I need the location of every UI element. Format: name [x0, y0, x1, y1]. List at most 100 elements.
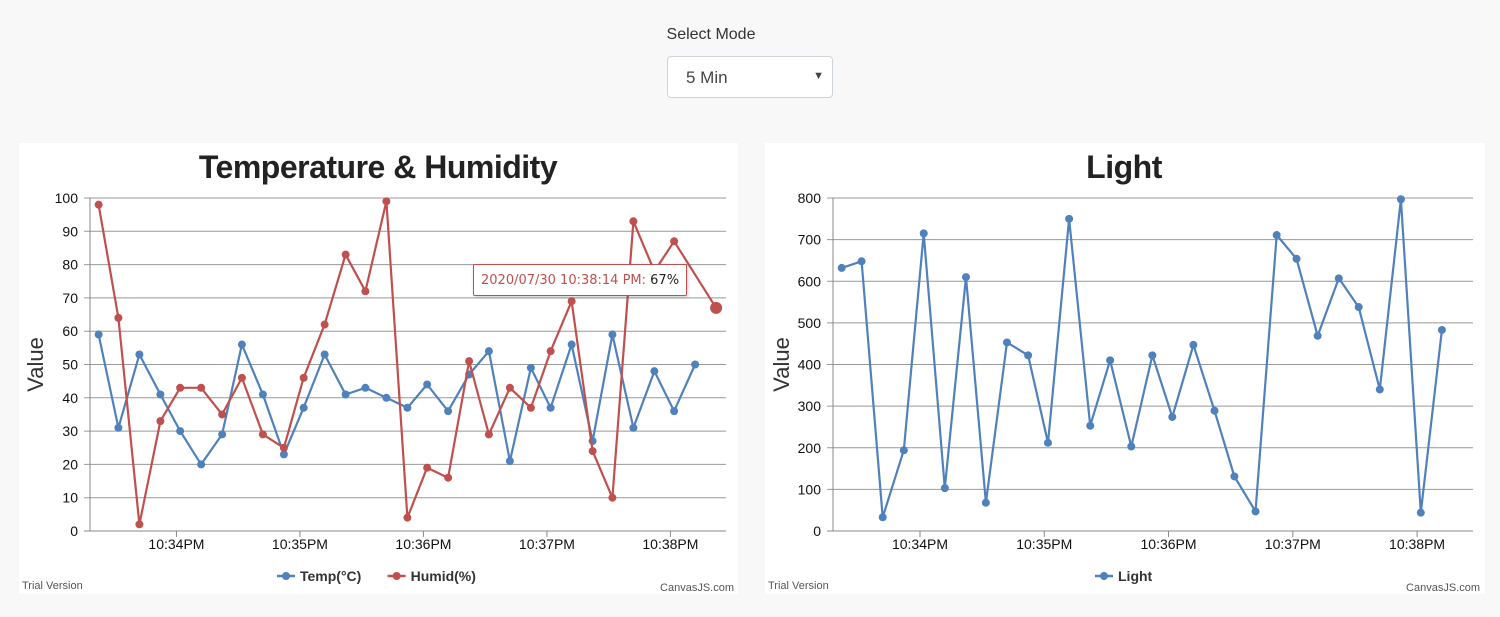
y-tick-label: 40: [62, 390, 78, 406]
data-point: [361, 287, 370, 296]
data-point: [1292, 254, 1301, 263]
data-point: [588, 447, 597, 456]
y-tick-label: 100: [798, 481, 822, 497]
data-point: [444, 473, 453, 482]
data-point: [1396, 195, 1405, 204]
data-point: [423, 380, 432, 389]
x-tick-label: 10:36PM: [1141, 536, 1197, 552]
watermark-text: Trial Version: [22, 580, 83, 592]
data-point: [279, 450, 288, 459]
data-point: [1334, 274, 1343, 283]
x-tick-label: 10:38PM: [642, 536, 698, 552]
y-tick-label: 90: [62, 223, 78, 239]
data-point: [940, 484, 949, 493]
data-point: [1210, 406, 1219, 415]
data-point: [94, 330, 103, 339]
data-point: [382, 197, 391, 206]
data-point: [423, 463, 432, 472]
data-point: [546, 347, 555, 356]
series-line: [97, 200, 718, 526]
data-point: [1127, 442, 1136, 451]
data-point: [299, 373, 308, 382]
data-point: [1168, 412, 1177, 421]
data-point: [156, 417, 165, 426]
data-point: [218, 430, 227, 439]
data-point: [1313, 331, 1322, 340]
data-point: [403, 403, 412, 412]
x-tick-label: 10:35PM: [1016, 536, 1072, 552]
data-point: [176, 427, 185, 436]
mode-select-value: 5 Min: [686, 68, 728, 87]
x-tick-label: 10:34PM: [892, 536, 948, 552]
data-point: [546, 403, 555, 412]
data-point: [361, 383, 370, 392]
data-point: [465, 357, 474, 366]
data-point: [218, 410, 227, 419]
data-point: [279, 443, 288, 452]
mode-select[interactable]: 5 Min ▼: [667, 56, 833, 98]
y-tick-label: 80: [62, 257, 78, 273]
data-point: [899, 446, 908, 455]
data-point: [1024, 351, 1033, 360]
data-point: [484, 347, 493, 356]
data-point: [670, 407, 679, 416]
data-point: [567, 297, 576, 306]
data-point: [961, 273, 970, 282]
y-tick-label: 0: [813, 523, 821, 539]
data-point: [650, 367, 659, 376]
y-tick-label: 700: [798, 232, 822, 248]
data-point: [981, 498, 990, 507]
temperature-humidity-svg: Temperature & Humidity 0 10 20 30 40 50 60 70 80 9…: [22, 149, 734, 594]
data-point: [1086, 421, 1095, 430]
y-tick-label: 70: [62, 290, 78, 306]
watermark-text: Trial Version: [768, 580, 829, 592]
y-tick-label: 400: [798, 357, 822, 373]
mode-label: Select Mode: [666, 26, 756, 43]
data-point: [382, 393, 391, 402]
data-point: [1106, 356, 1115, 365]
data-point: [567, 340, 576, 349]
tooltip-time: 2020/07/30 10:38:14 PM:: [481, 273, 647, 288]
data-point: [1065, 214, 1074, 223]
data-point: [1251, 507, 1260, 516]
x-tick-label: 10:34PM: [148, 536, 204, 552]
data-point: [1375, 385, 1384, 394]
data-point: [1043, 438, 1052, 447]
y-tick-label: 500: [798, 315, 822, 331]
data-point: [320, 320, 329, 329]
tooltip-value: 67%: [650, 273, 680, 288]
credit-text: CanvasJS.com: [1406, 582, 1480, 594]
data-point: [299, 403, 308, 412]
data-point: [237, 340, 246, 349]
data-point: [1354, 303, 1363, 312]
data-point: [320, 350, 329, 359]
data-point: [1230, 472, 1239, 481]
data-point: [156, 390, 165, 399]
data-point: [135, 520, 144, 529]
data-point: [608, 330, 617, 339]
data-point: [1272, 231, 1281, 240]
data-point: [135, 350, 144, 359]
data-point: [341, 390, 350, 399]
data-point: [1437, 325, 1446, 334]
data-point: [1002, 338, 1011, 347]
y-tick-label: 600: [798, 273, 822, 289]
legend-marker-dot: [392, 572, 401, 580]
data-point: [237, 373, 246, 382]
caret-down-icon: ▼: [813, 70, 824, 82]
y-axis-label: Value: [23, 337, 48, 392]
y-tick-label: 60: [62, 323, 78, 339]
data-point: [878, 513, 887, 522]
y-tick-label: 20: [62, 456, 78, 472]
legend-label: Humid(%): [411, 568, 476, 584]
legend-label: Light: [1118, 568, 1153, 584]
data-point: [857, 257, 866, 266]
y-tick-label: 300: [798, 398, 822, 414]
data-point: [114, 423, 123, 432]
data-point: [1416, 508, 1425, 517]
legend-marker-dot: [1100, 572, 1108, 580]
data-point: [94, 200, 103, 209]
data-point: [403, 513, 412, 522]
y-tick-label: 200: [798, 440, 822, 456]
data-point: [526, 403, 535, 412]
